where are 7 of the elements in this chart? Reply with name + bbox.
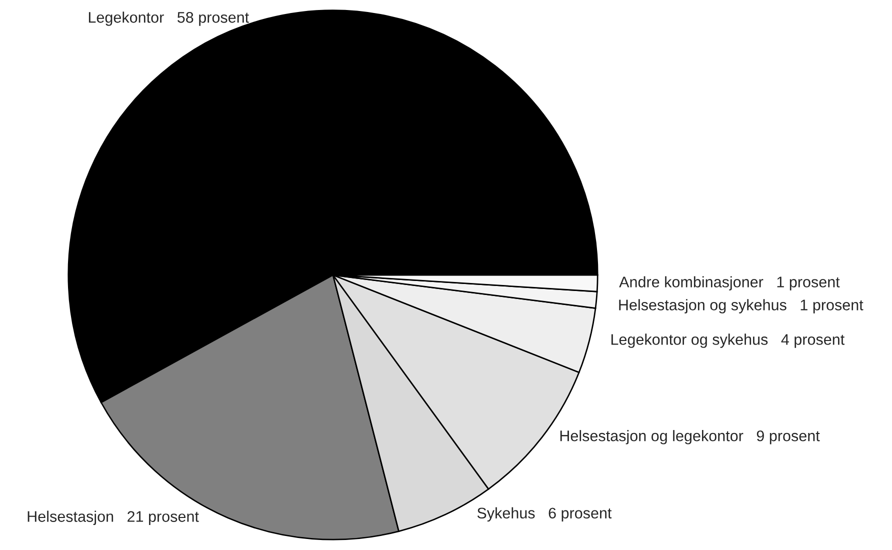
slice-label: Legekontor og sykehus 4 prosent xyxy=(611,334,845,348)
slice-label: Sykehus 6 prosent xyxy=(477,507,612,522)
slice-label: Helsestasjon og sykehus 1 prosent xyxy=(619,299,864,314)
slice-label: Helsestasjon og legekontor 9 prosent xyxy=(560,430,820,444)
slice-label: Helsestasjon 21 prosent xyxy=(28,510,199,525)
slice-label: Legekontor 58 prosent xyxy=(88,12,249,26)
slice-label: Andre kombinasjoner 1 prosent xyxy=(619,276,840,290)
